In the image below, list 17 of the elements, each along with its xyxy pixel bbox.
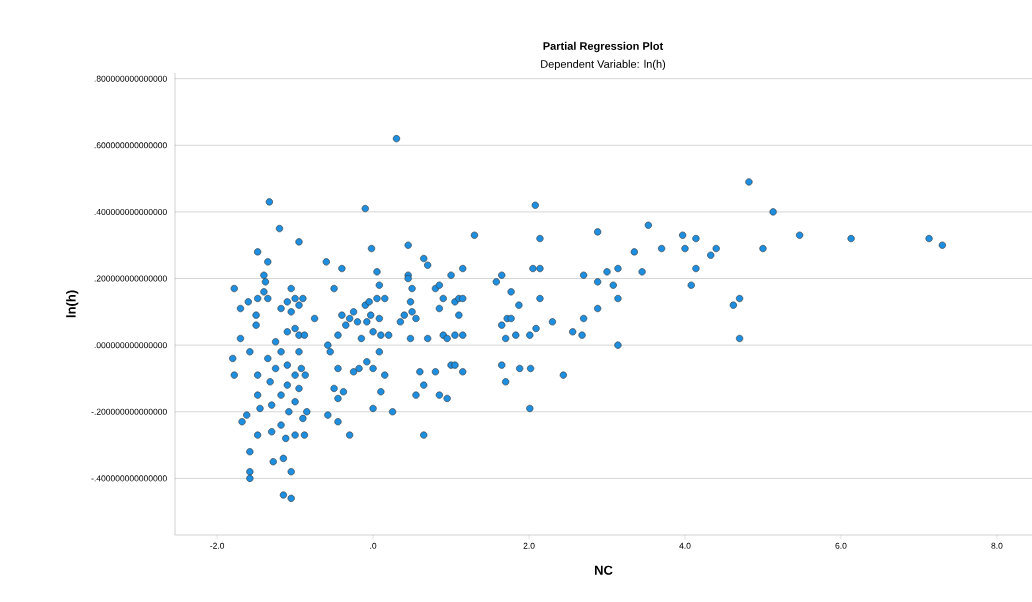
y-tick-label: .000000000000000 <box>94 342 167 349</box>
x-axis-title: NC <box>595 565 613 575</box>
chart-title: Partial Regression Plot <box>543 41 664 53</box>
y-tick-label: -.400000000000000 <box>91 475 167 482</box>
x-tick-label: 8.0 <box>991 542 1003 549</box>
x-tick-label: .0 <box>370 542 377 549</box>
y-tick-label: -.200000000000000 <box>91 408 167 415</box>
x-tick-label: 4.0 <box>679 542 691 549</box>
x-tick-label: 6.0 <box>835 542 847 549</box>
x-tick-label: 2.0 <box>523 542 535 549</box>
y-axis-title: ln(h) <box>66 290 79 318</box>
y-tick-label: .800000000000000 <box>94 75 167 82</box>
y-tick-label: .400000000000000 <box>94 208 167 215</box>
y-tick-label: .200000000000000 <box>94 275 167 282</box>
x-tick-label: -2.0 <box>210 542 225 549</box>
chart-subtitle: Dependent Variable: ln(h) <box>541 59 666 71</box>
y-tick-label: .600000000000000 <box>94 142 167 149</box>
